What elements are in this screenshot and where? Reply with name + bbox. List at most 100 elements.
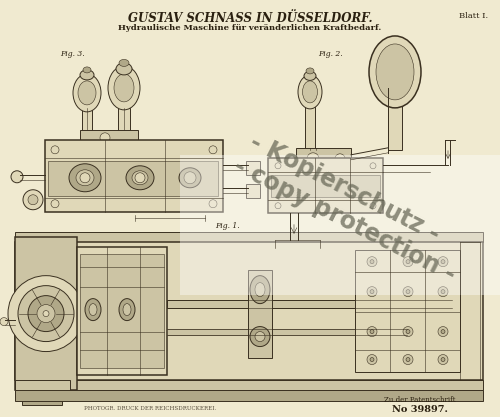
Bar (305, 105, 315, 150)
Circle shape (370, 357, 374, 362)
Ellipse shape (250, 327, 270, 347)
Ellipse shape (369, 36, 421, 108)
Ellipse shape (126, 166, 154, 190)
Ellipse shape (85, 299, 101, 321)
Ellipse shape (298, 75, 322, 109)
Bar (82, 108, 92, 140)
Bar (248, 270, 272, 357)
Text: PHOTOGR. DRUCK DER REICHSDRUCKEREI.: PHOTOGR. DRUCK DER REICHSDRUCKEREI. (84, 407, 216, 412)
Circle shape (0, 318, 8, 326)
Text: No 39897.: No 39897. (392, 405, 448, 414)
Ellipse shape (123, 304, 131, 316)
Ellipse shape (114, 74, 134, 102)
Circle shape (28, 195, 38, 205)
Circle shape (80, 173, 90, 183)
Bar (15, 232, 483, 242)
Circle shape (403, 286, 413, 296)
Ellipse shape (255, 332, 265, 342)
Ellipse shape (80, 70, 94, 80)
Circle shape (209, 146, 217, 154)
Circle shape (28, 296, 64, 332)
Ellipse shape (76, 170, 94, 186)
Text: Zu der Patentschrift: Zu der Patentschrift (384, 397, 456, 404)
Bar (15, 237, 77, 389)
Circle shape (209, 200, 217, 208)
Circle shape (100, 133, 110, 143)
Circle shape (406, 357, 410, 362)
Ellipse shape (306, 68, 314, 74)
Circle shape (275, 203, 281, 209)
Circle shape (43, 311, 49, 317)
Ellipse shape (132, 171, 148, 185)
Circle shape (367, 286, 377, 296)
Ellipse shape (116, 63, 132, 75)
Bar (15, 379, 70, 397)
Bar (15, 389, 483, 402)
Circle shape (441, 329, 445, 334)
Circle shape (275, 163, 281, 169)
Ellipse shape (83, 67, 91, 73)
Text: Fig. 1.: Fig. 1. (215, 222, 240, 230)
Bar (167, 329, 407, 334)
Ellipse shape (89, 304, 97, 316)
Text: - Kopierschutz -: - Kopierschutz - (246, 129, 444, 246)
Text: Fig. 3.: Fig. 3. (60, 50, 84, 58)
Circle shape (8, 276, 84, 352)
Circle shape (370, 163, 376, 169)
Circle shape (367, 327, 377, 337)
Circle shape (438, 354, 448, 364)
Bar (246, 184, 260, 198)
Bar (48, 161, 218, 196)
Bar (77, 247, 167, 374)
Ellipse shape (119, 60, 129, 66)
Circle shape (11, 171, 23, 183)
Circle shape (335, 154, 345, 164)
Bar (118, 108, 130, 140)
Ellipse shape (78, 81, 96, 105)
Ellipse shape (119, 299, 135, 321)
Bar (80, 254, 164, 367)
Bar (296, 148, 351, 170)
Circle shape (307, 153, 319, 165)
Text: - copy protection -: - copy protection - (230, 153, 460, 286)
Bar (15, 242, 483, 379)
Text: GUSTAV SCHNASS IN DÜSSELDORF.: GUSTAV SCHNASS IN DÜSSELDORF. (128, 12, 372, 25)
Circle shape (367, 257, 377, 266)
Circle shape (441, 260, 445, 264)
Bar (268, 158, 383, 213)
Bar (15, 379, 483, 389)
Bar (271, 175, 380, 197)
Ellipse shape (302, 81, 318, 103)
Circle shape (51, 200, 59, 208)
Bar (22, 397, 62, 405)
Polygon shape (180, 155, 500, 295)
Circle shape (370, 329, 374, 334)
Circle shape (406, 329, 410, 334)
Ellipse shape (250, 276, 270, 304)
Circle shape (406, 290, 410, 294)
Ellipse shape (73, 74, 101, 112)
Circle shape (23, 190, 43, 210)
Ellipse shape (376, 44, 414, 100)
Ellipse shape (69, 164, 101, 192)
Ellipse shape (179, 168, 201, 188)
Text: Hydraulische Maschine für veränderlichen Kraftbedarf.: Hydraulische Maschine für veränderlichen… (118, 24, 382, 32)
Circle shape (135, 173, 145, 183)
Circle shape (370, 260, 374, 264)
Circle shape (438, 286, 448, 296)
Circle shape (441, 357, 445, 362)
Ellipse shape (304, 71, 316, 80)
Bar (45, 140, 223, 212)
Circle shape (370, 203, 376, 209)
Bar (167, 300, 452, 308)
Circle shape (403, 257, 413, 266)
Bar (388, 88, 402, 150)
Bar (80, 130, 138, 146)
Circle shape (367, 354, 377, 364)
Circle shape (406, 260, 410, 264)
Circle shape (441, 290, 445, 294)
Circle shape (438, 327, 448, 337)
Text: Fig. 2.: Fig. 2. (318, 50, 342, 58)
Circle shape (403, 327, 413, 337)
Bar (355, 250, 460, 372)
